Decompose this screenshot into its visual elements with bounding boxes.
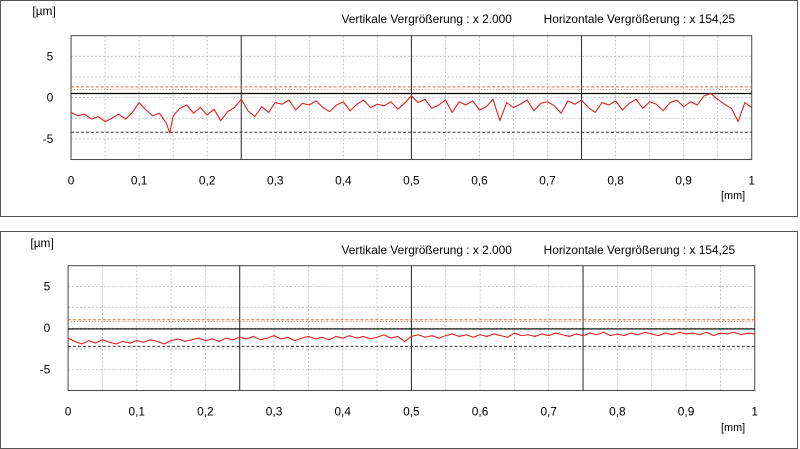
x-unit-label: [mm]: [721, 190, 745, 202]
x-tick-label: 0,5: [403, 404, 420, 418]
x-tick-label: 0,3: [267, 173, 284, 187]
plot-area: [70, 35, 753, 161]
horizontal-magnification-label: Horizontale Vergrößerung : x 154,25: [544, 243, 736, 257]
y-tick-label: 5: [47, 49, 54, 63]
x-tick-label: 0,1: [128, 404, 145, 418]
profile-chart-1: [µm] Vertikale Vergrößerung : x 2.000 Ho…: [32, 4, 755, 202]
x-tick-label: 0,3: [266, 404, 283, 418]
x-tick-label: 0,4: [335, 173, 352, 187]
x-unit-label: [mm]: [721, 422, 745, 434]
y-tick-label: 0: [44, 321, 51, 335]
y-tick-label: -5: [40, 363, 51, 377]
profile-line: [67, 331, 755, 345]
profile-panel-2: [µm] Vertikale Vergrößerung : x 2.000 Ho…: [0, 231, 798, 449]
plot-area: [67, 265, 756, 392]
x-tick-label: 0,9: [675, 173, 692, 187]
profile-line: [70, 92, 753, 134]
x-tick-label: 0,6: [471, 173, 488, 187]
x-tick-label: 0,1: [131, 173, 148, 187]
plot-frame: [67, 265, 756, 392]
x-tick-label: 0,2: [197, 404, 214, 418]
x-tick-label: 1: [748, 173, 755, 187]
x-tick-label: 0,5: [403, 173, 420, 187]
x-tick-label: 0,4: [334, 404, 351, 418]
x-tick-label: 0: [65, 404, 72, 418]
y-tick-label: -5: [43, 132, 54, 146]
x-tick-label: 0,8: [609, 404, 626, 418]
x-tick-label: 0,6: [472, 404, 489, 418]
x-tick-label: 0,9: [678, 404, 695, 418]
vertical-magnification-label: Vertikale Vergrößerung : x 2.000: [342, 12, 513, 26]
plot-frame: [70, 35, 753, 161]
x-tick-label: 0,7: [540, 404, 557, 418]
x-tick-label: 0,8: [607, 173, 624, 187]
x-tick-label: 0,7: [539, 173, 556, 187]
y-tick-label: 5: [44, 279, 51, 293]
x-tick-label: 1: [751, 404, 758, 418]
y-tick-label: 0: [47, 91, 54, 105]
y-unit-label: [µm]: [30, 236, 53, 250]
y-unit-label: [µm]: [32, 4, 55, 18]
horizontal-magnification-label: Horizontale Vergrößerung : x 154,25: [544, 12, 736, 26]
x-tick-label: 0,2: [199, 173, 216, 187]
profile-chart-2: [µm] Vertikale Vergrößerung : x 2.000 Ho…: [30, 236, 758, 434]
vertical-magnification-label: Vertikale Vergrößerung : x 2.000: [342, 243, 513, 257]
x-tick-label: 0: [68, 173, 75, 187]
profile-panel-1: [µm] Vertikale Vergrößerung : x 2.000 Ho…: [0, 0, 798, 217]
